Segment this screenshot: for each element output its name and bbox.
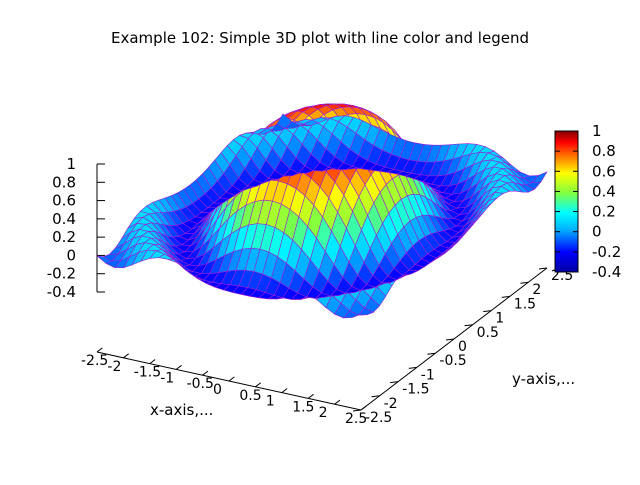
y-tick bbox=[501, 295, 510, 298]
y-tick-label: -1 bbox=[421, 367, 435, 383]
x-tick-label: -2 bbox=[107, 359, 121, 375]
colorbar-tick-label: -0.4 bbox=[592, 263, 621, 281]
z-tick-label: 0.6 bbox=[52, 192, 76, 210]
y-tick-label: 0.5 bbox=[477, 325, 499, 341]
x-tick-label: -1.5 bbox=[134, 365, 161, 381]
x-tick-label: 2 bbox=[319, 405, 328, 421]
x-tick bbox=[281, 388, 288, 393]
colorbar-tick-label: -0.2 bbox=[592, 243, 621, 261]
x-tick-label: -0.5 bbox=[187, 376, 214, 392]
z-tick-label: -0.4 bbox=[47, 283, 76, 301]
x-tick-label: -1 bbox=[160, 370, 174, 386]
chart-title: Example 102: Simple 3D plot with line co… bbox=[111, 29, 529, 47]
colorbar-tick-label: 0.8 bbox=[592, 142, 616, 160]
z-tick-label: 0.4 bbox=[52, 210, 76, 228]
x-tick bbox=[202, 370, 209, 376]
x-tick-label: 1 bbox=[266, 394, 275, 410]
x-tick-label: -2.5 bbox=[81, 353, 108, 369]
z-tick-label: 1 bbox=[66, 155, 76, 173]
colorbar: 1 0.8 0.6 0.4 0.2 0 -0.2 -0.4 bbox=[554, 122, 621, 281]
x-tick bbox=[149, 359, 156, 364]
y-tick bbox=[483, 310, 492, 313]
labels-layer: -2.5 -2 -1.5 -1 -0.5 0 0.5 1 1.5 2 2.5-2.5-2-1.5-1… bbox=[47, 155, 575, 427]
x-tick bbox=[228, 376, 235, 382]
colorbar-tick-label: 0.2 bbox=[592, 203, 616, 221]
colorbar-tick-label: 1 bbox=[592, 122, 602, 140]
x-tick bbox=[255, 382, 262, 388]
z-tick-label: 0 bbox=[66, 246, 76, 264]
surface-facet bbox=[276, 113, 293, 129]
y-tick bbox=[520, 281, 529, 284]
x-tick bbox=[175, 364, 182, 370]
y-tick-label: -2 bbox=[384, 396, 398, 412]
x-tick bbox=[334, 399, 341, 405]
x-tick-label: 2.5 bbox=[345, 411, 367, 427]
x-tick-label: 1.5 bbox=[292, 399, 314, 415]
z-tick-label: 0.2 bbox=[52, 228, 76, 246]
y-tick-label: 0 bbox=[458, 339, 467, 355]
x-tick bbox=[96, 347, 103, 353]
colorbar-gradient bbox=[554, 130, 579, 273]
x-axis-label: x-axis,... bbox=[150, 401, 213, 419]
colorbar-tick-label: 0.4 bbox=[592, 182, 616, 200]
y-tick-label: 1 bbox=[495, 311, 504, 327]
surface-layer bbox=[96, 103, 548, 319]
x-tick bbox=[360, 405, 367, 411]
y-tick bbox=[445, 338, 455, 341]
y-tick-label: -1.5 bbox=[402, 382, 429, 398]
x-tick bbox=[307, 393, 314, 399]
y-tick-label: 1.5 bbox=[514, 296, 536, 312]
y-tick bbox=[538, 267, 548, 270]
x-tick bbox=[123, 353, 130, 359]
y-tick bbox=[464, 324, 473, 327]
y-tick-label: -0.5 bbox=[439, 353, 466, 369]
z-tick-label: -0.2 bbox=[47, 265, 76, 283]
axes-layer bbox=[96, 163, 548, 412]
x-tick-label: 0.5 bbox=[239, 388, 261, 404]
y-tick bbox=[427, 352, 436, 355]
colorbar-tick-label: 0.6 bbox=[592, 162, 616, 180]
y-tick bbox=[408, 366, 417, 369]
y-tick bbox=[352, 409, 362, 412]
y-tick bbox=[390, 381, 399, 384]
y-tick bbox=[371, 395, 380, 398]
y-tick-label: -2.5 bbox=[365, 410, 392, 426]
y-tick-label: 2 bbox=[532, 282, 541, 298]
y-axis-label: y-axis,... bbox=[512, 370, 575, 388]
z-tick-label: 0.8 bbox=[52, 173, 76, 191]
colorbar-tick-label: 0 bbox=[592, 223, 602, 241]
x-tick-label: 0 bbox=[213, 382, 222, 398]
